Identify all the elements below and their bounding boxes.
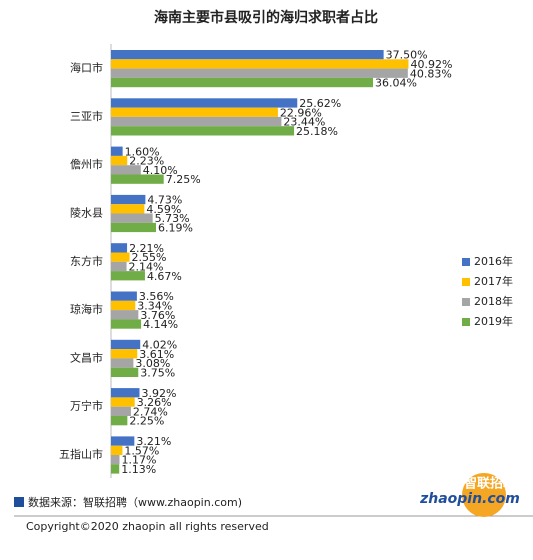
value-label: 3.61%	[139, 348, 174, 361]
value-label: 1.13%	[121, 463, 156, 476]
value-label: 4.10%	[143, 164, 178, 177]
bar	[111, 271, 145, 281]
value-label: 4.59%	[146, 203, 181, 216]
chart-title: 海南主要市县吸引的海归求职者占比	[154, 9, 378, 26]
y-tick-label: 文昌市	[70, 350, 103, 364]
bar	[111, 68, 408, 78]
bar	[111, 445, 123, 455]
bar	[111, 367, 139, 377]
y-tick-label: 海口市	[70, 61, 103, 75]
value-label: 4.67%	[147, 270, 182, 283]
value-label: 2.14%	[129, 260, 164, 273]
y-tick-label: 儋州市	[70, 157, 103, 171]
source-icon	[14, 497, 24, 507]
y-tick-label: 琼海市	[70, 302, 103, 316]
bar	[111, 194, 146, 205]
value-label: 36.04%	[375, 77, 417, 90]
bar	[111, 146, 123, 156]
value-label: 5.73%	[155, 212, 190, 225]
bar	[111, 222, 157, 233]
bar	[111, 252, 130, 262]
value-label: 2.55%	[132, 251, 167, 264]
value-label: 4.02%	[142, 338, 177, 351]
value-label: 3.56%	[139, 290, 174, 303]
logo-circle	[462, 473, 506, 517]
value-label: 1.57%	[124, 444, 159, 457]
value-label: 3.26%	[137, 396, 172, 409]
bar	[111, 126, 295, 136]
value-label: 3.92%	[141, 387, 176, 400]
value-label: 2.25%	[129, 415, 164, 428]
source: 数据来源：智联招聘（www.zhaopin.com)	[28, 495, 242, 509]
value-label: 40.92%	[410, 58, 452, 71]
value-label: 25.62%	[299, 97, 341, 110]
value-label: 37.50%	[386, 49, 428, 62]
legend-label: 2018年	[474, 294, 513, 308]
bar	[111, 107, 278, 117]
bar	[111, 77, 374, 88]
bar	[111, 116, 282, 127]
copyright: Copyright©2020 zhaopin all rights reserv…	[26, 520, 269, 533]
value-label: 1.17%	[122, 454, 157, 467]
value-label: 4.14%	[143, 318, 178, 331]
legend-swatch	[462, 298, 470, 306]
bar	[111, 50, 384, 60]
bar	[111, 213, 153, 223]
bar	[111, 349, 138, 359]
bar	[111, 319, 142, 329]
bar	[111, 98, 298, 108]
value-label: 2.21%	[129, 242, 164, 255]
bar	[111, 300, 136, 311]
bar	[111, 464, 120, 474]
y-tick-label: 五指山市	[59, 447, 103, 461]
y-tick-label: 三亚市	[70, 109, 103, 123]
legend-label: 2019年	[474, 314, 513, 328]
value-label: 6.19%	[158, 221, 193, 234]
bar	[111, 455, 120, 465]
value-label: 3.76%	[140, 309, 175, 322]
bar	[111, 155, 128, 166]
bar	[111, 416, 128, 426]
bar	[111, 397, 135, 407]
value-label: 3.34%	[137, 299, 172, 312]
bar	[111, 59, 409, 69]
bar	[111, 204, 145, 214]
y-tick-label: 万宁市	[70, 399, 103, 413]
legend-swatch	[462, 278, 470, 286]
value-label: 3.21%	[136, 435, 171, 448]
value-label: 3.08%	[135, 357, 170, 370]
bar	[111, 174, 164, 184]
y-tick-label: 陵水县	[70, 207, 103, 220]
legend-swatch	[462, 318, 470, 326]
value-label: 2.74%	[133, 405, 168, 418]
value-label: 23.44%	[283, 116, 325, 129]
value-label: 22.96%	[280, 106, 322, 119]
bar	[111, 243, 128, 253]
logo-cn: 智联招聘	[464, 476, 516, 492]
value-label: 40.83%	[410, 67, 452, 80]
bar	[111, 406, 131, 416]
bar	[111, 358, 134, 368]
value-label: 4.73%	[147, 194, 182, 207]
value-label: 1.60%	[125, 145, 160, 158]
bar	[111, 388, 140, 398]
bar	[111, 310, 139, 320]
bar	[111, 339, 141, 350]
y-tick-label: 东方市	[70, 254, 103, 268]
value-label: 3.75%	[140, 366, 175, 379]
bar	[111, 291, 137, 301]
value-label: 7.25%	[166, 173, 201, 186]
legend-label: 2017年	[474, 274, 513, 288]
bar	[111, 165, 141, 175]
bar	[111, 436, 135, 446]
value-label: 25.18%	[296, 125, 338, 138]
value-label: 2.23%	[129, 155, 164, 168]
legend-swatch	[462, 258, 470, 266]
logo-en: zhaopin.com	[419, 491, 520, 507]
bar	[111, 261, 127, 272]
legend-label: 2016年	[474, 254, 513, 268]
